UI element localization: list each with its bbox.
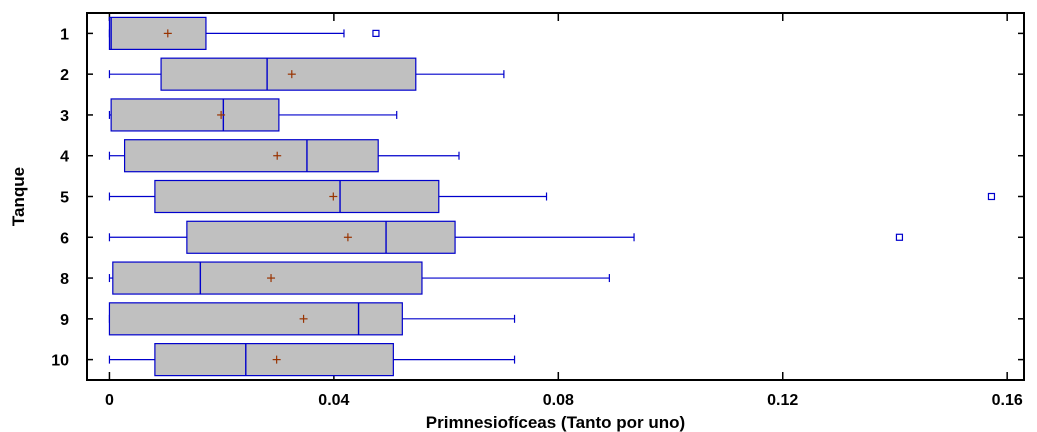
- box-series-3: [108, 98, 398, 132]
- box-iqr: [186, 220, 456, 254]
- box-series-9: [108, 302, 516, 336]
- box-iqr: [123, 139, 379, 173]
- outlier-point: [987, 192, 996, 201]
- y-tick-label: 6: [60, 230, 69, 247]
- y-tick-label: 3: [60, 108, 69, 125]
- outlier-point: [895, 233, 904, 241]
- box-iqr: [154, 179, 440, 214]
- x-tick-label: 0.04: [318, 392, 349, 409]
- x-tick-label: 0.12: [767, 392, 798, 409]
- box-series-8: [108, 261, 610, 295]
- y-tick-label: 9: [60, 312, 69, 329]
- x-axis-title: Primnesiofíceas (Tanto por uno): [426, 413, 685, 432]
- y-tick-label: 2: [60, 67, 69, 84]
- box-series-5: [108, 179, 996, 214]
- box-series-6: [108, 220, 904, 254]
- y-tick-label: 8: [60, 271, 69, 288]
- box-series-2: [108, 57, 505, 91]
- box-iqr: [108, 302, 403, 336]
- y-tick-label: 1: [60, 26, 69, 43]
- outlier-point: [372, 29, 380, 37]
- y-tick-label: 10: [51, 353, 69, 370]
- tick-layer: 0 0.04 0.08 0.12 0.16 1 2 3 4 5 6 8 9 10: [51, 13, 1024, 409]
- box-iqr: [110, 98, 280, 132]
- box-iqr: [108, 16, 207, 50]
- box-series-10: [108, 343, 516, 377]
- x-tick-label: 0.08: [543, 392, 574, 409]
- box-series-4: [108, 139, 460, 173]
- x-tick-label: 0: [105, 392, 114, 409]
- box-layer: [108, 16, 996, 377]
- x-tick-label: 0.16: [992, 392, 1023, 409]
- y-tick-label: 5: [60, 190, 69, 207]
- y-tick-label: 4: [60, 149, 69, 166]
- y-axis-title: Tanque: [9, 167, 28, 226]
- box-series-1: [108, 16, 380, 50]
